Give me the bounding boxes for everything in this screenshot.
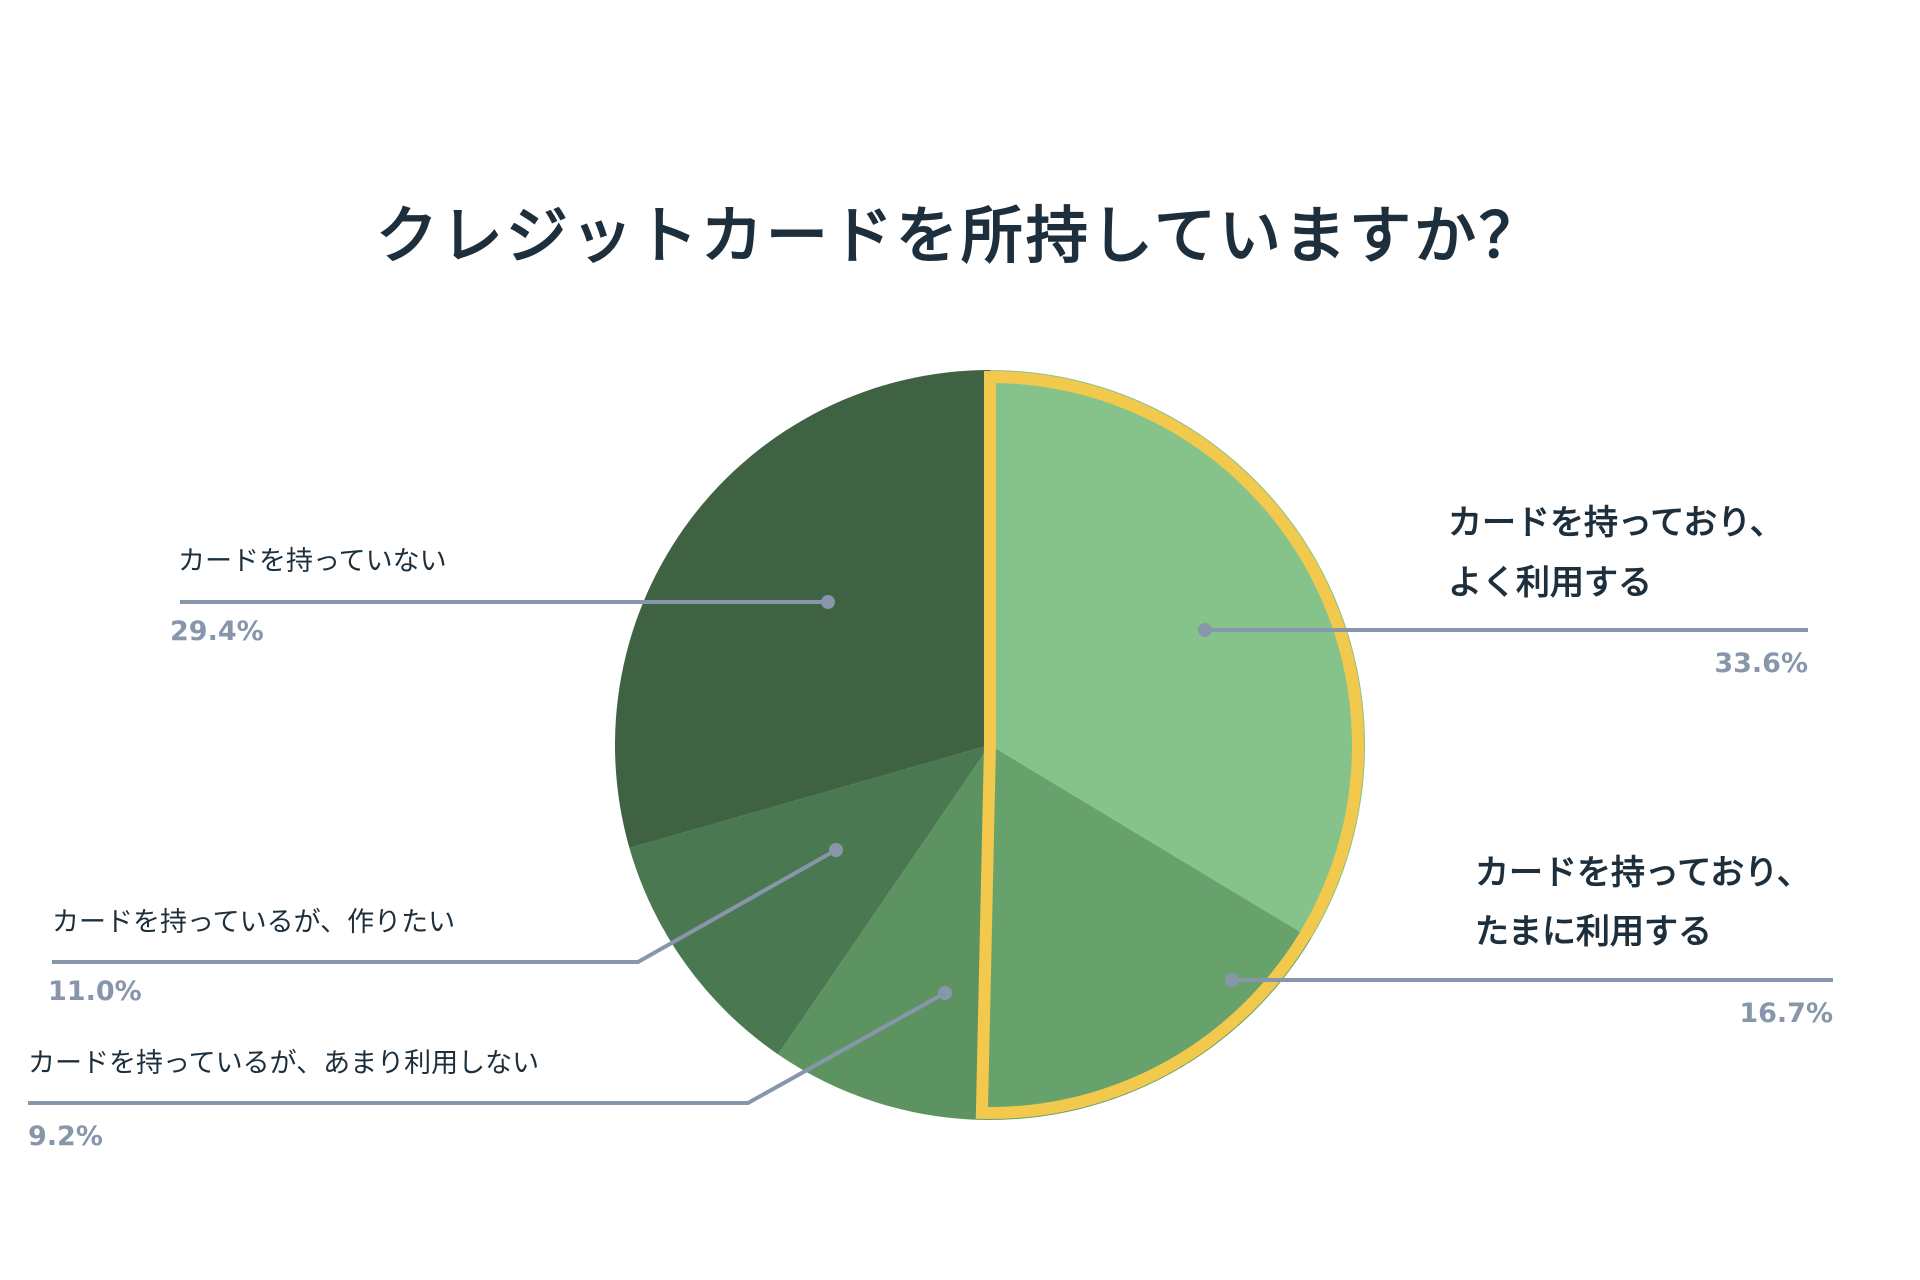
slice-label: カードを持っているが、作りたい [52, 907, 455, 938]
chart-title: クレジットカードを所持していますか？ [375, 199, 1545, 272]
leader-line [52, 848, 837, 964]
pie-slice-5 [615, 370, 990, 849]
highlight-outline [975, 370, 1365, 1119]
slice-annotation-1: カードを持っており、よく利用する 33.6% [1198, 503, 1808, 679]
slice-value-label: 29.4% [170, 616, 264, 647]
slice-label: カードを持っており、 [1448, 503, 1784, 543]
slice-value-label: 9.2% [28, 1121, 103, 1152]
leader-dot [1225, 973, 1239, 987]
slice-annotation-3: カードを持っているが、あまり利用しない 9.2% [28, 986, 952, 1152]
leader-dot [1198, 623, 1212, 637]
pie-slice-3 [778, 745, 990, 1120]
slice-annotation-4: カードを持っているが、作りたい 11.0% [48, 843, 843, 1007]
slice-annotation-5: カードを持っていない 29.4% [170, 546, 835, 647]
slice-label: よく利用する [1448, 563, 1652, 603]
leader-dot [821, 595, 835, 609]
leader-dot [938, 986, 952, 1000]
slice-label: カードを持っていない [178, 546, 447, 577]
slice-label: カードを持っており、 [1475, 853, 1811, 893]
slice-annotation-2: カードを持っており、たまに利用する 16.7% [1225, 853, 1833, 1029]
leader-dot [829, 843, 843, 857]
slice-label: カードを持っているが、あまり利用しない [28, 1048, 539, 1079]
slice-label: たまに利用する [1475, 912, 1712, 952]
leader-line [28, 991, 946, 1105]
slice-value-label: 11.0% [48, 976, 142, 1007]
slice-value-label: 33.6% [1714, 648, 1808, 679]
pie-slice-4 [629, 745, 990, 1055]
slice-value-label: 16.7% [1739, 998, 1833, 1029]
